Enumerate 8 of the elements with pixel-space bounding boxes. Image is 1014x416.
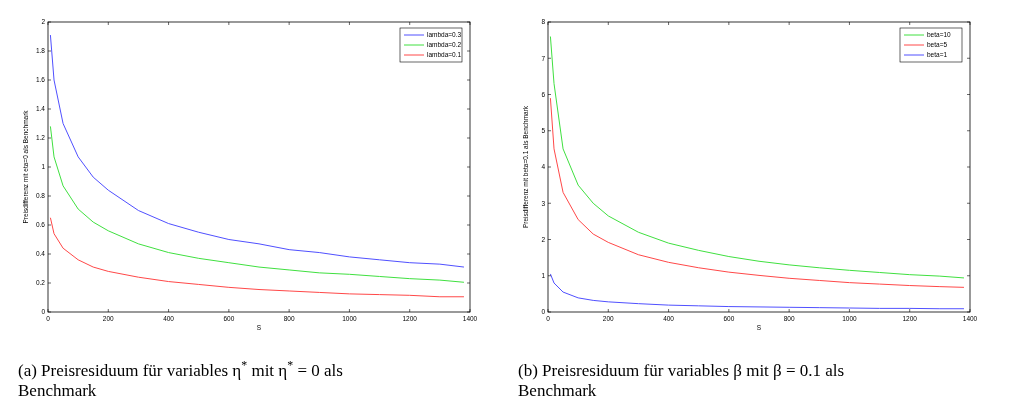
line-series <box>49 34 465 268</box>
line-series <box>549 36 965 279</box>
line-series <box>549 273 965 310</box>
line-series <box>549 97 965 288</box>
line-series <box>49 125 465 283</box>
text: (a) Preisresiduum für variables η$^{*}$ mit η$^{*}$ = 0 als Benchmark <box>18 358 343 400</box>
text: (b) Preisresiduum für variables β mit β = 0.1 als Benchmark <box>518 361 845 400</box>
line-series <box>49 217 465 298</box>
